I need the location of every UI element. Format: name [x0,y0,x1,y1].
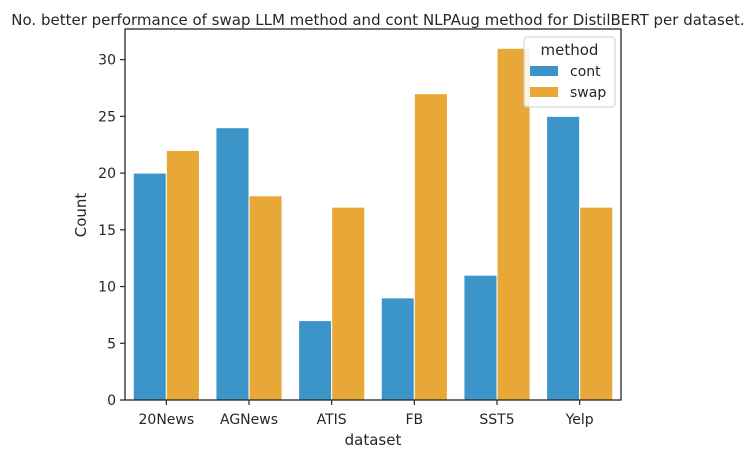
legend: method cont swap [523,36,616,108]
bar-swap-fb [413,93,448,401]
y-tick-label: 30 [98,53,116,69]
legend-swatch-swap [530,87,558,97]
bar-cont-sst5 [463,274,498,401]
legend-swatch-cont [530,66,558,76]
x-tick-label: AGNews [220,412,278,428]
bar-cont-atis [298,320,333,401]
bar-swap-yelp [579,206,614,401]
x-tick-label: ATIS [317,412,347,428]
y-tick-label: 10 [98,280,116,296]
y-tick-label: 0 [107,393,116,409]
y-axis-label: Count [72,193,90,238]
bar-swap-20news [165,149,200,401]
axes-layer: 0 5 10 15 20 25 30 20News AGNews ATIS FB SST5 Yelp [98,28,622,428]
bar-cont-yelp [546,115,581,401]
y-tick-label: 15 [98,223,116,239]
bar-cont-20news [132,172,167,401]
bar-swap-sst5 [496,47,531,401]
plot-frame [124,28,622,401]
bar-cont-fb [380,297,415,401]
chart-title: No. better performance of swap LLM metho… [11,11,744,29]
legend-label-swap: swap [570,85,606,101]
y-tick-label: 20 [98,166,116,182]
y-tick-label: 25 [98,109,116,125]
x-tick-label: Yelp [565,412,594,428]
x-tick-label: SST5 [479,412,514,428]
x-axis-label: dataset [345,431,402,449]
bar-cont-agnews [215,127,250,401]
legend-label-cont: cont [570,64,601,80]
x-tick-label: FB [405,412,423,428]
bars-layer [132,47,614,401]
bar-swap-agnews [248,195,283,401]
legend-title: method [541,41,599,59]
x-tick-label: 20News [139,412,195,428]
y-tick-label: 5 [107,336,116,352]
bar-swap-atis [331,206,366,401]
